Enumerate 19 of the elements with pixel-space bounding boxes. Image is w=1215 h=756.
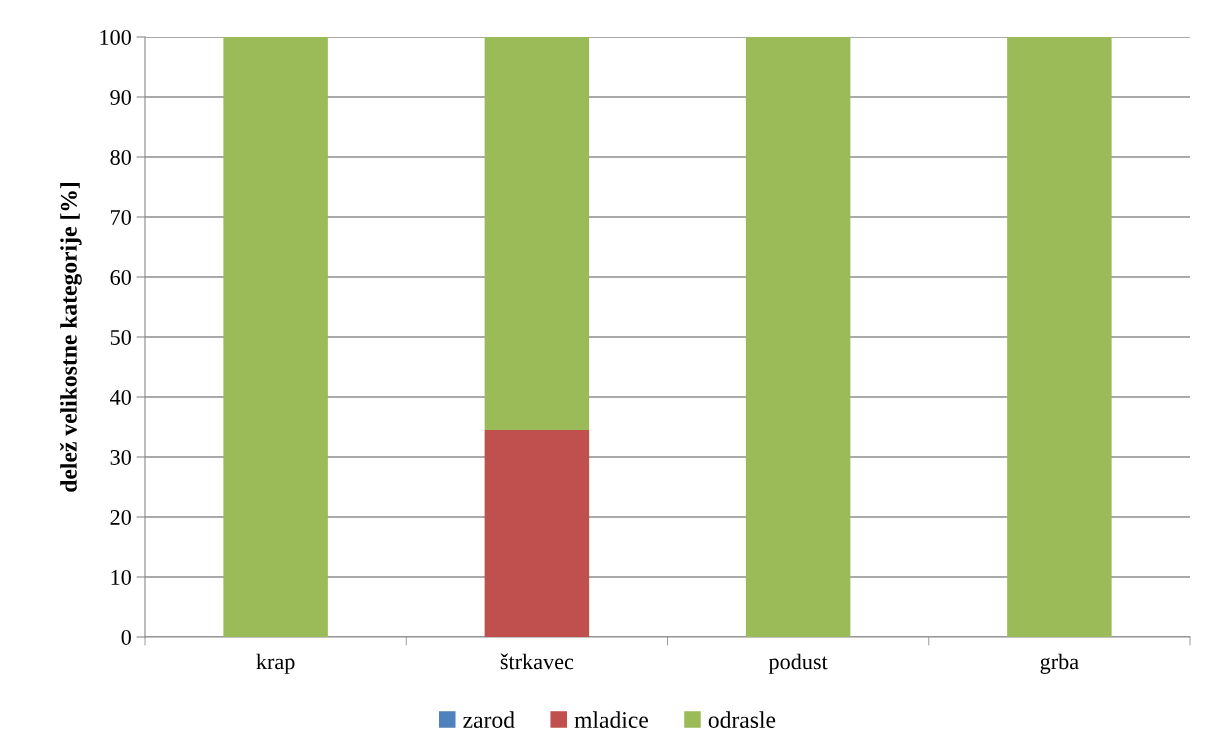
y-axis-title: delež velikostne kategorije [%] [59,183,82,492]
y-tick-label: 100 [100,29,131,45]
y-tick-label: 0 [121,629,131,645]
x-tick-label: podust [768,653,828,674]
y-tick-label: 10 [111,569,131,585]
y-tick-label: 20 [110,509,131,525]
legend-label: mladice [574,711,648,728]
y-tick-label: 70 [111,209,131,225]
y-tick-label: 30 [110,449,131,465]
y-tick-label: 80 [110,149,131,165]
y-tick-label: 60 [110,269,131,285]
y-tick-label: 50 [110,329,131,345]
y-tick-label: 90 [110,89,131,105]
x-tick-label: grba [1040,653,1079,674]
x-tick-label: krap [256,653,295,674]
y-tick-label: 40 [110,389,131,405]
legend-label: odrasle [708,711,776,728]
legend-label: zarod [463,711,515,728]
x-tick-label: štrkavec [500,653,574,670]
